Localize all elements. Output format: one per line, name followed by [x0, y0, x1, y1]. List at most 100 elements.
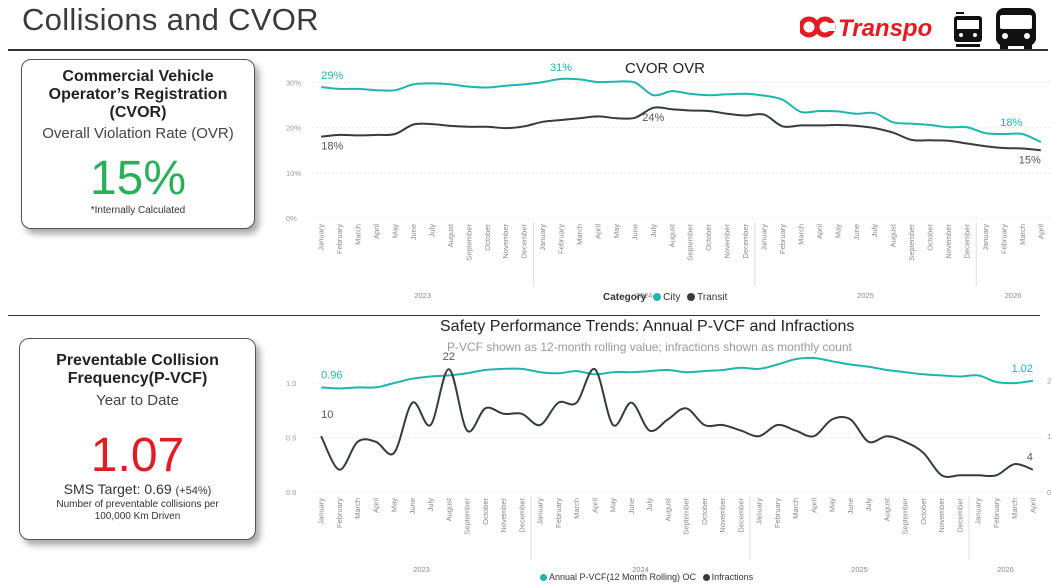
- pvcf-month-tick: December: [736, 498, 745, 533]
- legend-city-swatch: [653, 293, 662, 301]
- pvcf-month-tick: September: [682, 497, 691, 534]
- pvcf-y2-tick: 0: [1047, 488, 1051, 497]
- pvcf-month-tick: January: [536, 498, 545, 525]
- page-title: Collisions and CVOR: [22, 2, 319, 37]
- cvor-month-tick: July: [427, 224, 436, 238]
- cvor-month-tick: July: [649, 224, 658, 238]
- cvor-month-tick: June: [852, 224, 861, 240]
- pvcf-month-tick: December: [955, 498, 964, 533]
- cvor-y-tick: 20%: [286, 124, 301, 133]
- pvcf-kpi-card: Preventable Collision Frequency(P-VCF) Y…: [19, 338, 256, 540]
- cvor-y-tick: 10%: [286, 169, 301, 178]
- pvcf-month-tick: November: [937, 498, 946, 533]
- cvor-month-tick: November: [723, 224, 732, 259]
- pvcf-month-tick: July: [864, 498, 873, 512]
- legend-transit-label: Transit: [697, 292, 728, 303]
- cvor-month-tick: April: [593, 224, 602, 239]
- pvcf-legend: Annual P-VCF(12 Month Rolling) OC Infrac…: [536, 572, 753, 582]
- cvor-month-tick: July: [870, 224, 879, 238]
- pvcf-kpi-value: 1.07: [90, 429, 185, 482]
- legend-pvcf-swatch: [540, 574, 547, 581]
- cvor-ovr-chart: CVOR OVR 0% 10% 20% 30% January February March A…: [286, 60, 1050, 300]
- cvor-data-label: 31%: [550, 62, 572, 74]
- cvor-month-tick: March: [575, 224, 584, 245]
- pvcf-kpi-subtitle: Year to Date: [96, 392, 179, 409]
- pvcf-month-tick: September: [901, 497, 910, 534]
- cvor-data-label: 29%: [321, 70, 343, 82]
- cvor-month-tick: March: [354, 224, 363, 245]
- cvor-year-tick: 2024: [636, 291, 653, 300]
- pvcf-month-tick: May: [390, 498, 399, 512]
- cvor-month-tick: December: [520, 224, 529, 259]
- pvcf-year-tick: 2024: [632, 565, 649, 572]
- pvcf-y-tick: 0.5: [286, 434, 296, 443]
- cvor-month-tick: April: [1036, 224, 1045, 239]
- pvcf-month-tick: April: [590, 498, 599, 513]
- brand-logo: Transpo: [800, 8, 1036, 50]
- pvcf-month-tick: August: [882, 497, 891, 521]
- cvor-month-tick: December: [741, 224, 750, 259]
- cvor-month-tick: February: [335, 224, 344, 254]
- cvor-y-tick: 30%: [286, 79, 301, 88]
- cvor-month-tick: January: [760, 224, 769, 251]
- cvor-kpi-value: 15%: [89, 152, 187, 205]
- pvcf-series-line: [321, 356, 1034, 390]
- cvor-month-tick: August: [889, 223, 898, 247]
- cvor-legend: Category City Transit: [603, 292, 727, 303]
- pvcf-chart-subtitle: P-VCF shown as 12-month rolling value; i…: [447, 340, 852, 354]
- section-divider: [8, 315, 1040, 316]
- pvcf-y-tick: 0.0: [286, 488, 296, 497]
- cvor-year-tick: 2025: [857, 291, 874, 300]
- pvcf-month-tick: June: [846, 498, 855, 514]
- cvor-month-tick: March: [1018, 224, 1027, 245]
- cvor-month-tick: November: [501, 224, 510, 259]
- pvcf-month-tick: May: [828, 498, 837, 512]
- cvor-series-line-city: [321, 77, 1042, 144]
- pvcf-month-tick: March: [1010, 498, 1019, 519]
- pvcf-target-label: SMS Target: 0.69: [63, 481, 172, 497]
- pvcf-month-tick: May: [609, 498, 618, 512]
- pvcf-target-delta: (+54%): [175, 485, 212, 497]
- cvor-month-tick: January: [981, 224, 990, 251]
- cvor-month-tick: October: [926, 224, 935, 251]
- pvcf-month-tick: January: [755, 498, 764, 525]
- header-divider: [8, 49, 1048, 51]
- cvor-month-tick: June: [409, 224, 418, 240]
- cvor-kpi-note: *Internally Calculated: [90, 205, 186, 216]
- brand-name: Transpo: [838, 15, 932, 42]
- cvor-month-tick: April: [372, 224, 381, 239]
- pvcf-year-tick: 2023: [413, 565, 430, 572]
- light-rail-icon: [954, 12, 982, 47]
- cvor-month-tick: April: [815, 224, 824, 239]
- pvcf-month-tick: June: [627, 498, 636, 514]
- cvor-month-tick: October: [483, 224, 492, 251]
- pvcf-month-tick: March: [791, 498, 800, 519]
- pvcf-month-tick: November: [718, 498, 727, 533]
- cvor-data-label: 24%: [642, 112, 664, 124]
- pvcf-month-tick: February: [335, 498, 344, 528]
- legend-infractions-swatch: [702, 574, 710, 581]
- cvor-kpi-heading: Commercial Vehicle Operator’s Registrati…: [48, 68, 228, 121]
- cvor-data-label: 15%: [1019, 154, 1041, 166]
- cvor-series-line-transit: [321, 106, 1041, 152]
- pvcf-month-tick: February: [992, 498, 1001, 528]
- pvcf-y2-tick: 1: [1047, 432, 1051, 441]
- pvcf-chart-title: Safety Performance Trends: Annual P-VCF …: [440, 318, 855, 335]
- infractions-data-label: 22: [443, 352, 455, 363]
- pvcf-month-tick: March: [353, 498, 362, 519]
- pvcf-month-tick: October: [919, 498, 928, 525]
- cvor-month-tick: November: [944, 224, 953, 259]
- cvor-month-tick: October: [704, 224, 713, 251]
- cvor-data-label: 18%: [1000, 117, 1022, 129]
- pvcf-month-tick: April: [1028, 498, 1037, 513]
- cvor-month-tick: August: [446, 223, 455, 247]
- pvcf-month-tick: February: [773, 498, 782, 528]
- cvor-month-tick: June: [630, 224, 639, 240]
- cvor-month-tick: May: [612, 224, 621, 238]
- cvor-month-tick: May: [833, 224, 842, 238]
- cvor-month-tick: February: [557, 224, 566, 254]
- pvcf-month-tick: July: [426, 498, 435, 512]
- cvor-y-tick: 0%: [286, 214, 297, 223]
- pvcf-kpi-heading: Preventable Collision Frequency(P-VCF): [56, 352, 219, 387]
- infractions-series-line: [320, 368, 1034, 478]
